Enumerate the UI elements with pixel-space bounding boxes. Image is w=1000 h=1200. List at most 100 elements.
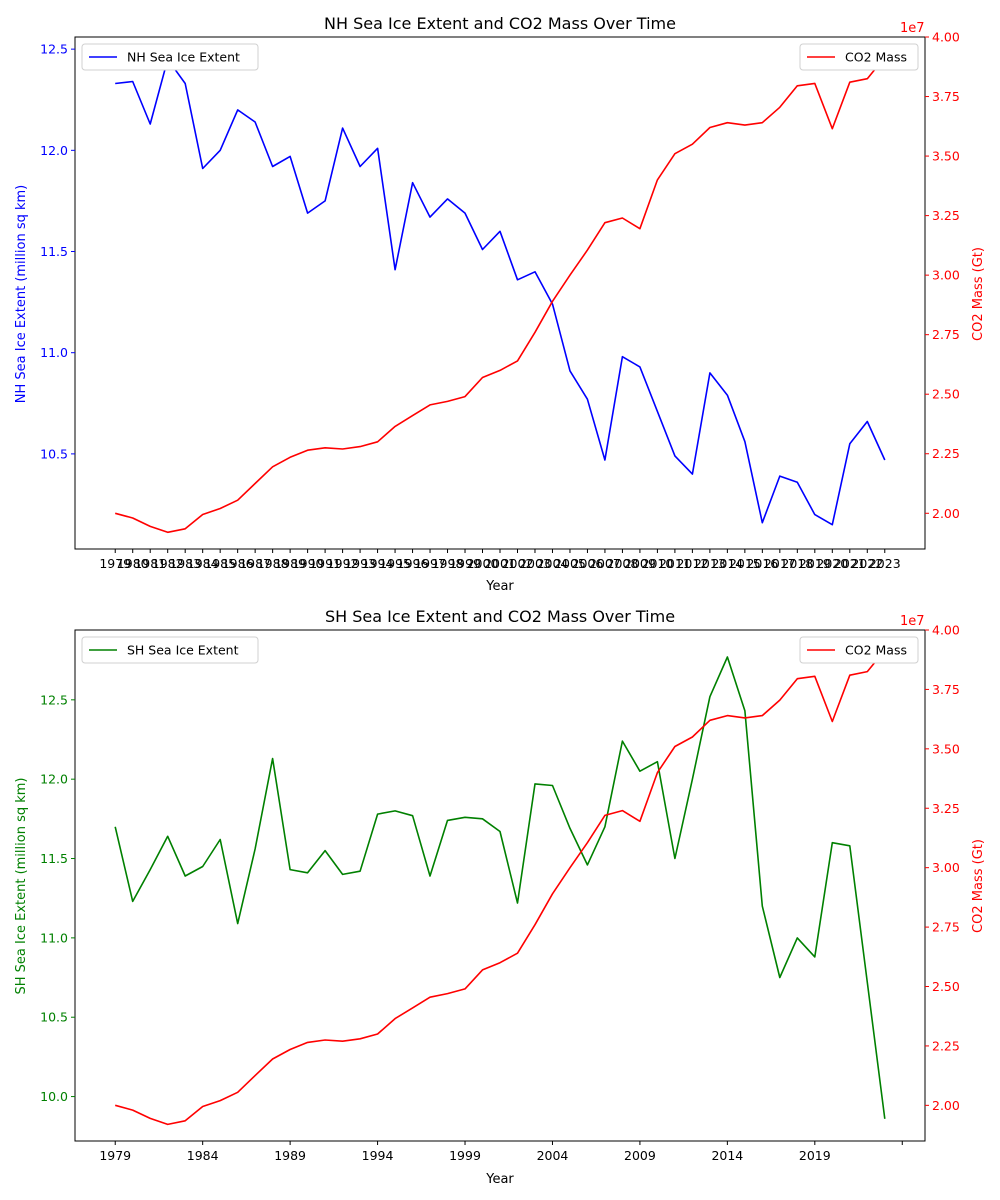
sh-right-tick-label: 3.00: [932, 860, 960, 875]
sh-x-tick-label: 1979: [99, 1148, 131, 1163]
sh-right-tick-label: 2.00: [932, 1098, 960, 1113]
sh-left-tick-label: 10.5: [40, 1010, 68, 1025]
nh-right-tick-label: 3.75: [932, 89, 960, 104]
sh-right-tick-label: 2.50: [932, 979, 960, 994]
sh-legend-right-label: CO2 Mass: [845, 643, 907, 658]
nh-x-tick-label: 1984: [187, 556, 219, 571]
sh-x-tick-label: 1984: [187, 1148, 219, 1163]
nh-x-tick-label: 2010: [642, 556, 674, 571]
sh-right-tick-label: 3.50: [932, 741, 960, 756]
nh-right-axis-offset: 1e7: [900, 21, 925, 36]
sh-x-tick-label: 2019: [799, 1148, 831, 1163]
sh-left-tick-label: 12.0: [40, 772, 68, 787]
sh-right-tick-label: 3.75: [932, 682, 960, 697]
nh-x-tick-label: 2018: [781, 556, 813, 571]
sh-right-tick-label: 2.75: [932, 920, 960, 935]
nh-x-tick-label: 2023: [869, 556, 901, 571]
nh-legend-left-box: [81, 43, 259, 71]
nh-right-tick-label: 4.00: [932, 30, 960, 45]
sh-x-tick-label: 1999: [449, 1148, 481, 1163]
sh-left-axis-label: SH Sea Ice Extent (million sq km): [14, 777, 29, 994]
sh-x-tick-label: 1989: [274, 1148, 306, 1163]
sh-left-tick-label: 11.5: [40, 851, 68, 866]
nh-x-tick-label: 2012: [676, 556, 708, 571]
sh-legend-right: CO2 Mass: [799, 636, 919, 664]
nh-x-tick-label: 1989: [274, 556, 306, 571]
nh-x-tick-label: 2014: [711, 556, 743, 571]
nh-x-tick-label: 2019: [799, 556, 831, 571]
nh-x-tick-label: 2001: [484, 556, 516, 571]
nh-x-tick-label: 2002: [502, 556, 534, 571]
nh-x-tick-label: 2006: [572, 556, 604, 571]
nh-x-tick-label: 2008: [607, 556, 639, 571]
nh-co2-mass-line: [114, 56, 886, 534]
nh-x-tick-label: 1979: [99, 556, 131, 571]
nh-x-tick-label: 2020: [816, 556, 848, 571]
nh-left-tick-label: 10.5: [40, 446, 68, 461]
sh-x-tick-label: 2004: [537, 1148, 569, 1163]
sh-left-tick-label: 11.0: [40, 930, 68, 945]
sh-x-tick-label: 2014: [711, 1148, 743, 1163]
sh-co2-mass-line: [114, 649, 886, 1126]
nh-x-tick-label: 1985: [204, 556, 236, 571]
nh-legend-right-label: CO2 Mass: [845, 50, 907, 65]
nh-x-tick-label: 1988: [257, 556, 289, 571]
nh-x-tick-label: 1982: [152, 556, 184, 571]
nh-legend-left-label: NH Sea Ice Extent: [127, 50, 240, 65]
nh-legend-right: CO2 Mass: [799, 43, 919, 71]
nh-x-tick-label: 2015: [729, 556, 761, 571]
nh-left-tick-label: 12.0: [40, 143, 68, 158]
sh-right-axis-offset: 1e7: [900, 614, 925, 629]
nh-x-tick-label: 2004: [537, 556, 569, 571]
nh-x-tick-label: 2021: [834, 556, 866, 571]
sh-left-tick-label: 12.5: [40, 692, 68, 707]
nh-right-tick-label: 2.00: [932, 506, 960, 521]
nh-left-axis-label: NH Sea Ice Extent (million sq km): [14, 185, 29, 404]
nh-right-tick-label: 3.50: [932, 149, 960, 164]
sh-legend-left: SH Sea Ice Extent: [81, 636, 259, 664]
nh-x-tick-label: 1983: [169, 556, 201, 571]
nh-x-tick-label: 2000: [467, 556, 499, 571]
nh-x-tick-label: 1980: [117, 556, 149, 571]
nh-x-tick-label: 1997: [414, 556, 446, 571]
nh-x-tick-label: 2005: [554, 556, 586, 571]
nh-chart-title: NH Sea Ice Extent and CO2 Mass Over Time: [324, 14, 676, 33]
nh-x-tick-label: 1992: [327, 556, 359, 571]
sh-right-axis-label: CO2 Mass (Gt): [971, 839, 986, 933]
nh-legend-right-box: [799, 43, 919, 71]
nh-x-tick-label: 1994: [362, 556, 394, 571]
sh-x-tick-label: 2009: [624, 1148, 656, 1163]
sh-right-tick-label: 3.25: [932, 801, 960, 816]
nh-x-tick-label: 1981: [134, 556, 166, 571]
nh-right-tick-label: 3.25: [932, 208, 960, 223]
nh-x-tick-label: 1991: [309, 556, 341, 571]
nh-left-tick-label: 11.0: [40, 345, 68, 360]
sh-plot-frame: [74, 629, 926, 1142]
sh-right-tick-label: 2.25: [932, 1038, 960, 1053]
nh-x-tick-label: 1995: [379, 556, 411, 571]
nh-x-tick-label: 2013: [694, 556, 726, 571]
sh-ice-extent-line: [114, 656, 886, 1119]
sh-legend-right-box: [799, 636, 919, 664]
sh-legend-left-label: SH Sea Ice Extent: [127, 643, 239, 658]
nh-ice-extent-line: [115, 58, 886, 526]
nh-left-tick-label: 12.5: [40, 42, 68, 57]
sh-x-axis-label: Year: [485, 1172, 514, 1187]
sh-right-tick-label: 4.00: [932, 623, 960, 638]
nh-x-tick-label: 2022: [851, 556, 883, 571]
nh-x-tick-label: 2009: [624, 556, 656, 571]
nh-x-tick-label: 2016: [746, 556, 778, 571]
sh-chart: SH Sea Ice Extent and CO2 Mass Over Time…: [14, 607, 986, 1187]
nh-chart: NH Sea Ice Extent and CO2 Mass Over Time…: [14, 14, 986, 594]
sh-legend-left-box: [81, 636, 259, 664]
nh-x-axis-label: Year: [485, 579, 514, 594]
nh-x-tick-label: 2007: [589, 556, 621, 571]
nh-x-tick-label: 2003: [519, 556, 551, 571]
nh-x-tick-label: 1996: [397, 556, 429, 571]
sh-x-tick-label: 1994: [362, 1148, 394, 1163]
nh-x-tick-label: 2017: [764, 556, 796, 571]
nh-left-tick-label: 11.5: [40, 244, 68, 259]
nh-right-tick-label: 2.25: [932, 446, 960, 461]
nh-right-axis-label: CO2 Mass (Gt): [971, 247, 986, 341]
